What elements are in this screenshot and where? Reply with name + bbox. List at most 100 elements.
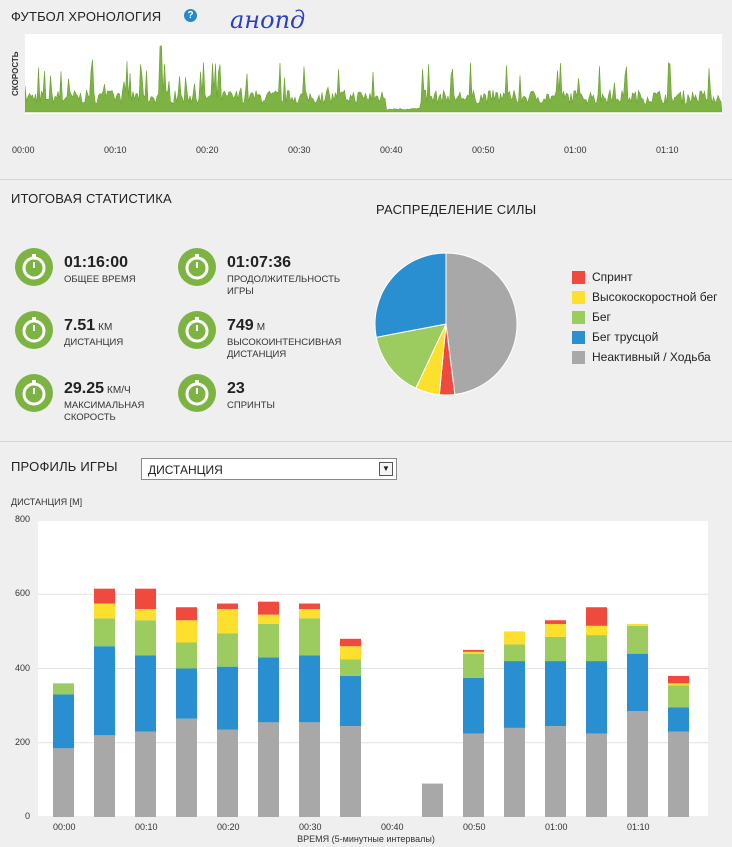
- bar-segment: [135, 588, 156, 610]
- legend-swatch: [572, 351, 585, 364]
- legend-label: Высокоскоростной бег: [592, 290, 718, 304]
- bar-segment: [135, 609, 156, 621]
- bar-segment: [627, 625, 648, 654]
- power-pie-chart: [374, 252, 518, 396]
- bar-segment: [217, 666, 238, 730]
- bar-segment: [53, 748, 74, 817]
- stat-unit: М: [256, 322, 266, 333]
- bar-segment: [627, 623, 648, 626]
- stat-label: МАКСИМАЛЬНАЯ СКОРОСТЬ: [64, 400, 145, 423]
- legend-swatch: [572, 291, 585, 304]
- bar-segment: [135, 655, 156, 732]
- pie-slice: [445, 252, 518, 395]
- bar-segment: [176, 642, 197, 669]
- bar-segment: [504, 661, 525, 728]
- stat-value: 01:07:36: [227, 254, 294, 272]
- y-tick-label: 0: [24, 811, 30, 821]
- timeline-tick: 00:40: [380, 145, 403, 155]
- bar-segment: [586, 607, 607, 626]
- stat-label: ПРОДОЛЖИТЕЛЬНОСТЬ ИГРЫ: [227, 274, 341, 297]
- pie-slice: [375, 323, 447, 389]
- timeline-tick: 01:10: [656, 145, 679, 155]
- handwritten-scribble: анопд: [230, 6, 306, 34]
- timeline-tick: 00:20: [196, 145, 219, 155]
- bar-segment: [217, 633, 238, 667]
- bar-segment: [53, 694, 74, 749]
- stat-value: 01:16:00: [64, 254, 131, 272]
- bar-segment: [176, 668, 197, 719]
- legend-swatch: [572, 311, 585, 324]
- bar-segment: [299, 618, 320, 656]
- bar-segment: [627, 711, 648, 817]
- legend-swatch: [572, 271, 585, 284]
- bar-segment: [94, 618, 115, 647]
- bar-segment: [94, 735, 115, 817]
- stat-label: СПРИНТЫ: [227, 400, 275, 411]
- stat-value: 7.51 КМ: [64, 317, 112, 335]
- stat-number: 01:16:00: [64, 254, 129, 271]
- divider: [0, 179, 732, 180]
- bar-segment: [545, 726, 566, 817]
- bar-segment: [545, 620, 566, 624]
- stopwatch-icon: [178, 248, 216, 286]
- bar-segment: [668, 707, 689, 732]
- stat-label: ДИСТАНЦИЯ: [64, 337, 124, 348]
- stat-value: 23: [227, 380, 248, 398]
- stat-number: 01:07:36: [227, 254, 292, 271]
- bar-segment: [586, 635, 607, 662]
- profile-title: ПРОФИЛЬ ИГРЫ: [11, 459, 118, 474]
- legend-label: Спринт: [592, 270, 633, 284]
- x-tick-label: 01:10: [627, 822, 650, 832]
- legend-label: Бег: [592, 310, 611, 324]
- bar-segment: [217, 603, 238, 610]
- chevron-down-icon[interactable]: ▼: [379, 462, 393, 476]
- speed-area: [25, 45, 722, 113]
- timeline-tick: 00:50: [472, 145, 495, 155]
- bar-segment: [586, 625, 607, 636]
- speed-timeline-chart: [25, 34, 722, 114]
- bar-segment: [258, 601, 279, 615]
- bar-segment: [463, 649, 484, 652]
- bar-segment: [94, 603, 115, 619]
- bar-segment: [340, 646, 361, 660]
- chart-x-label: ВРЕМЯ (5-минутные интервалы): [297, 834, 435, 844]
- bar-segment: [340, 726, 361, 817]
- bar-segment: [340, 675, 361, 727]
- x-tick-label: 00:30: [299, 822, 322, 832]
- bar-segment: [299, 722, 320, 817]
- bar-segment: [176, 607, 197, 621]
- help-icon[interactable]: ?: [184, 9, 197, 22]
- x-tick-label: 00:10: [135, 822, 158, 832]
- bar-segment: [504, 644, 525, 662]
- legend-swatch: [572, 331, 585, 344]
- bar-segment: [299, 609, 320, 619]
- bar-segment: [463, 733, 484, 817]
- y-tick-label: 400: [14, 662, 30, 673]
- chart-y-label: ДИСТАНЦИЯ [М]: [11, 497, 83, 507]
- stat-number: 23: [227, 380, 245, 397]
- bar-segment: [545, 623, 566, 637]
- sprint-icon: [178, 374, 216, 412]
- metric-select[interactable]: ДИСТАНЦИЯ ▼: [141, 458, 397, 480]
- bar-segment: [504, 631, 525, 645]
- distance-bar-chart: [38, 520, 708, 817]
- bar-segment: [340, 659, 361, 676]
- stat-label: ОБЩЕЕ ВРЕМЯ: [64, 274, 136, 285]
- stat-number: 749: [227, 317, 254, 334]
- x-tick-label: 00:50: [463, 822, 486, 832]
- summary-title: ИТОГОВАЯ СТАТИСТИКА: [11, 191, 172, 206]
- legend-label: Бег трусцой: [592, 330, 659, 344]
- timeline-tick: 01:00: [564, 145, 587, 155]
- bar-segment: [258, 614, 279, 624]
- bar-segment: [668, 685, 689, 708]
- x-tick-label: 00:20: [217, 822, 240, 832]
- bar-segment: [258, 722, 279, 817]
- bar-segment: [463, 653, 484, 678]
- bar-segment: [94, 646, 115, 736]
- bar-segment: [258, 657, 279, 723]
- bar-segment: [299, 603, 320, 610]
- bar-segment: [217, 609, 238, 634]
- timeline-title: ФУТБОЛ ХРОНОЛОГИЯ: [11, 9, 162, 24]
- timeline-tick: 00:30: [288, 145, 311, 155]
- bar-segment: [94, 588, 115, 604]
